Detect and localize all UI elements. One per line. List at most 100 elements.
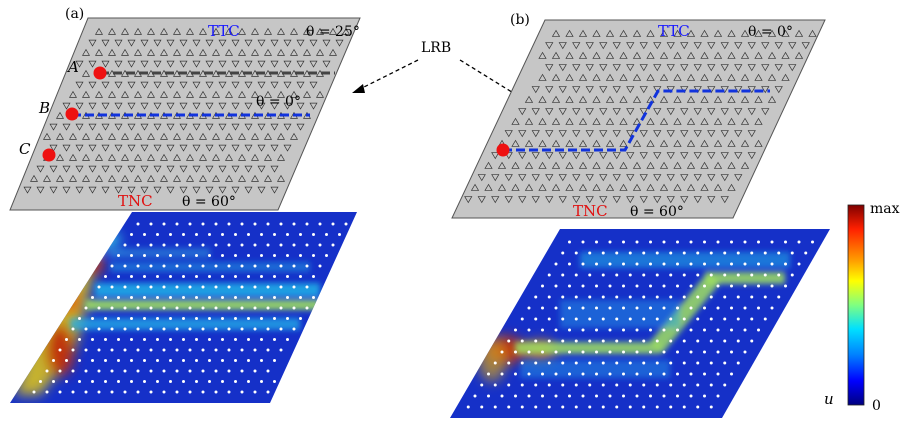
lattice-dot xyxy=(169,380,172,383)
lattice-triangle xyxy=(680,196,689,204)
lattice-dot xyxy=(615,317,619,321)
lattice-triangle xyxy=(754,95,763,103)
lattice-triangle xyxy=(81,69,91,77)
lattice-dot xyxy=(723,273,727,277)
lattice-triangle xyxy=(511,183,520,191)
lattice-dot xyxy=(709,361,713,365)
lattice-triangle xyxy=(159,90,169,98)
lattice-dot xyxy=(273,317,276,320)
lattice-dot xyxy=(642,273,646,277)
lattice-triangle xyxy=(81,132,91,140)
lattice-triangle xyxy=(81,90,91,98)
lattice-triangle xyxy=(101,165,110,173)
lattice-dot xyxy=(581,372,585,376)
lattice-triangle xyxy=(257,60,266,68)
lattice-triangle xyxy=(524,139,534,147)
lattice-dot xyxy=(615,405,619,409)
lattice-triangle xyxy=(727,161,736,169)
lattice-dot xyxy=(305,264,309,268)
lattice-dot xyxy=(655,405,659,409)
lattice-dot xyxy=(260,317,263,320)
lattice-dot xyxy=(750,273,754,277)
lattice-dot xyxy=(547,273,551,277)
lattice-triangle xyxy=(88,186,97,194)
lattice-triangle xyxy=(653,174,662,182)
lattice-dot xyxy=(273,380,276,383)
lattice-dot xyxy=(676,394,679,398)
lattice-dot xyxy=(65,380,68,383)
lattice-triangle xyxy=(497,161,507,169)
lattice-dot xyxy=(221,380,224,383)
lattice-triangle xyxy=(592,139,601,147)
lattice-dot xyxy=(723,295,727,299)
lattice-triangle xyxy=(605,29,615,37)
lattice-triangle xyxy=(713,95,723,103)
lattice-triangle xyxy=(747,130,756,138)
lattice-triangle xyxy=(491,196,500,204)
lattice-triangle xyxy=(531,196,540,204)
lattice-dot xyxy=(527,306,531,310)
lattice-triangle xyxy=(179,60,188,68)
lattice-dot xyxy=(110,306,114,310)
lattice-triangle xyxy=(538,161,547,169)
lattice-triangle xyxy=(612,42,621,50)
lattice-triangle xyxy=(727,29,736,37)
lattice-dot xyxy=(541,372,544,376)
lattice-dot xyxy=(750,251,754,255)
lattice-dot xyxy=(696,317,700,321)
lattice-dot xyxy=(221,254,224,257)
lattice-triangle xyxy=(619,161,628,169)
lattice-triangle xyxy=(531,108,540,116)
lattice-triangle xyxy=(250,174,260,182)
lattice-triangle xyxy=(619,29,628,37)
lattice-triangle xyxy=(686,139,696,147)
lattice-dot xyxy=(71,369,75,373)
lattice-triangle xyxy=(673,51,682,59)
lattice-triangle xyxy=(328,48,338,56)
lattice-triangle xyxy=(198,132,208,140)
lattice-triangle xyxy=(192,144,201,152)
lattice-triangle xyxy=(599,64,608,72)
lattice-triangle xyxy=(257,144,266,152)
lattice-dot xyxy=(676,328,679,332)
lattice-dot xyxy=(649,306,652,310)
lattice-triangle xyxy=(612,196,621,204)
lattice-triangle xyxy=(605,95,615,103)
lattice-dot xyxy=(642,251,646,255)
lattice-dot xyxy=(777,295,781,299)
lattice-dot xyxy=(273,296,276,299)
panel-b-field-lattice xyxy=(466,240,814,409)
lattice-dot xyxy=(91,338,94,341)
lattice-triangle xyxy=(545,174,554,182)
lattice-triangle xyxy=(666,152,675,160)
lattice-dot xyxy=(608,372,612,376)
lattice-triangle xyxy=(686,117,696,125)
lattice-dot xyxy=(703,350,706,354)
lattice-triangle xyxy=(619,183,628,191)
panel-b-interface xyxy=(503,89,770,152)
lattice-dot xyxy=(253,285,257,289)
lattice-triangle xyxy=(727,73,736,81)
lattice-triangle xyxy=(146,153,156,161)
lattice-dot xyxy=(635,372,639,376)
lattice-dot xyxy=(201,348,205,352)
lattice-triangle xyxy=(198,174,208,182)
lattice-triangle xyxy=(565,183,574,191)
lattice-triangle xyxy=(55,174,65,182)
lattice-dot xyxy=(601,295,605,299)
lattice-dot xyxy=(247,233,250,236)
lattice-triangle xyxy=(632,29,642,37)
lattice-triangle xyxy=(747,42,756,50)
lattice-dot xyxy=(52,359,55,362)
lattice-dot xyxy=(169,296,172,299)
lattice-triangle xyxy=(185,90,195,98)
lattice-dot xyxy=(247,317,250,320)
lattice-triangle xyxy=(531,174,540,182)
lattice-dot xyxy=(581,306,585,310)
lattice-triangle xyxy=(283,81,292,89)
lattice-triangle xyxy=(626,174,635,182)
lattice-dot xyxy=(676,306,679,310)
lattice-triangle xyxy=(632,51,642,59)
lattice-triangle xyxy=(211,132,221,140)
panel-b-structure: TTC θ = 0° TNC θ = 60° xyxy=(451,19,826,220)
